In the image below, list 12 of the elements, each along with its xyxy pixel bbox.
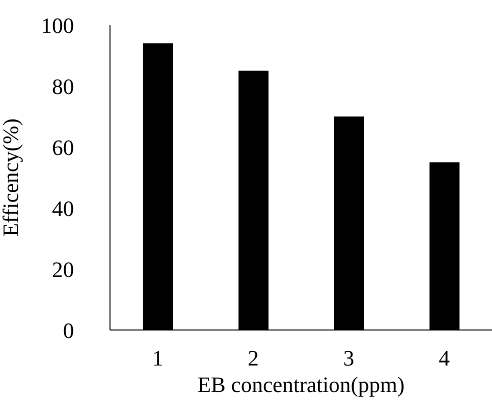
y-tick-label: 80 [52, 74, 74, 99]
x-axis-title: EB concentration(ppm) [197, 372, 405, 397]
y-tick-label: 0 [63, 318, 74, 343]
x-tick-label: 1 [152, 346, 164, 371]
x-tick-label: 2 [248, 346, 259, 371]
x-tick-label: 4 [438, 346, 450, 371]
y-tick-label: 100 [41, 12, 74, 38]
y-tick-label: 40 [52, 196, 74, 221]
x-tick-label: 3 [343, 346, 354, 371]
y-tick-label: 20 [52, 256, 74, 282]
y-axis-title: Efficency(%) [0, 118, 23, 237]
y-tick-label: 60 [52, 134, 74, 160]
